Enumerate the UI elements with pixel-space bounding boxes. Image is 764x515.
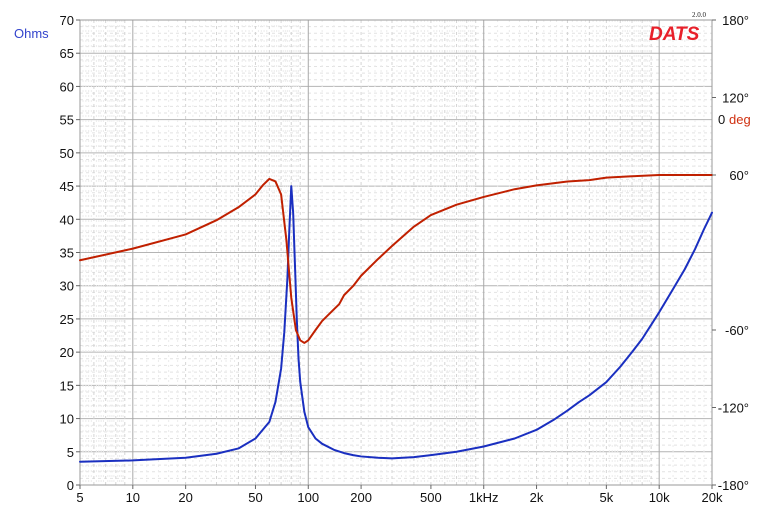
x-tick-label: 1kHz (469, 490, 499, 505)
y-tick-labels: 0 5 10 15 20 25 30 35 40 45 50 55 60 65 70 (60, 13, 80, 493)
phase-series-line (79, 174, 713, 344)
y2-unit-label: deg (729, 112, 751, 127)
y-tick-label: 5 (67, 445, 74, 460)
x-tick-label: 5 (76, 490, 83, 505)
x-tick-label: 10k (649, 490, 670, 505)
x-tick-label: 20k (702, 490, 723, 505)
logo-version: 2.0.0 (692, 11, 707, 19)
y-tick-label: 55 (60, 113, 74, 128)
y-tick-label: 20 (60, 345, 74, 360)
y-axis-label: Ohms (14, 26, 49, 41)
y2-tick-label: 180° (722, 13, 749, 28)
y-tick-label: 65 (60, 46, 74, 61)
dats-logo: DATS (649, 24, 700, 45)
grid (79, 19, 713, 486)
y2-tick-label: -180° (718, 478, 749, 493)
x-tick-label: 10 (126, 490, 140, 505)
y2-tick-label: -120° (718, 401, 749, 416)
x-tick-label: 200 (350, 490, 372, 505)
y2-tick-label: 60° (729, 168, 749, 183)
x-tick-labels: 5 10 20 50 100 200 500 1kHz 2k 5k 10k 20k (76, 485, 723, 505)
y2-axis-label: 0 deg (718, 112, 751, 127)
y-tick-label: 25 (60, 312, 74, 327)
y-tick-label: 35 (60, 246, 74, 261)
y2-tick-labels: 180° 120° 60° -60° -120° -180° (712, 13, 749, 493)
y2-zero-label: 0 (718, 112, 725, 127)
y2-tick-label: 120° (722, 91, 749, 106)
y-tick-label: 40 (60, 212, 74, 227)
series-layer (79, 174, 713, 463)
y-tick-label: 70 (60, 13, 74, 28)
x-tick-label: 2k (530, 490, 544, 505)
y-tick-label: 15 (60, 378, 74, 393)
y2-tick-label: -60° (725, 323, 749, 338)
y-tick-label: 30 (60, 279, 74, 294)
x-tick-label: 5k (599, 490, 613, 505)
impedance-series-line (79, 185, 713, 463)
y-tick-label: 60 (60, 79, 74, 94)
x-tick-label: 50 (248, 490, 262, 505)
y-tick-label: 50 (60, 146, 74, 161)
x-tick-label: 20 (178, 490, 192, 505)
x-tick-label: 500 (420, 490, 442, 505)
y-tick-label: 10 (60, 412, 74, 427)
y-tick-label: 45 (60, 179, 74, 194)
y-tick-label: 0 (67, 478, 74, 493)
x-tick-label: 100 (297, 490, 319, 505)
